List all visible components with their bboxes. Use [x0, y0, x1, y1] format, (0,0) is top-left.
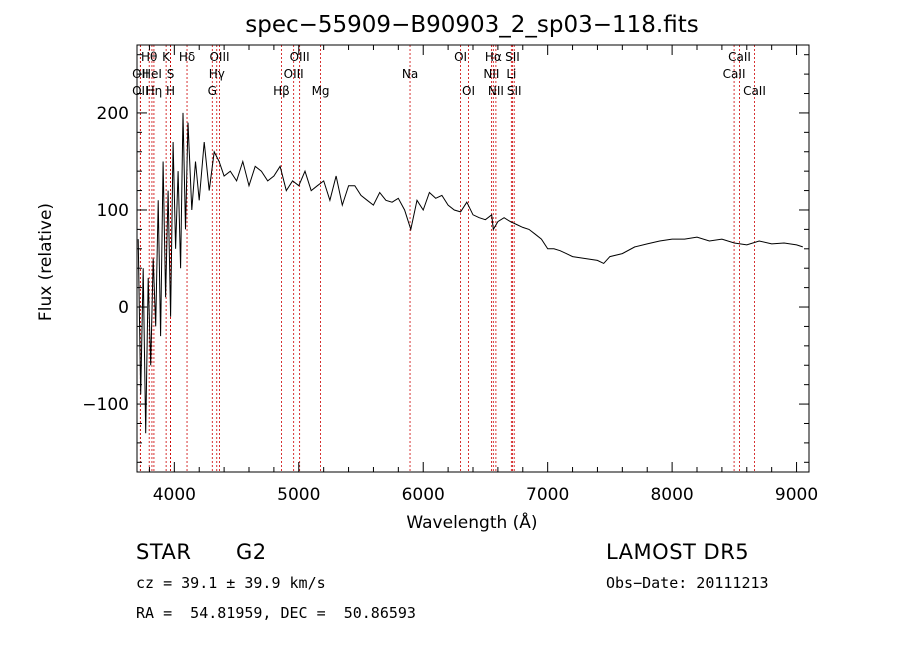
line-label: G	[208, 84, 217, 98]
obs-date: Obs−Date: 20111213	[606, 574, 769, 592]
line-label: Hδ	[179, 50, 195, 64]
sky-coordinates: RA = 54.81959, DEC = 50.86593	[136, 604, 416, 622]
y-axis: −100 0 100 200	[82, 54, 809, 463]
chart-title: spec−55909−B90903_2_sp03−118.fits	[245, 12, 699, 38]
line-label: NII	[483, 67, 499, 81]
y-tick-label: 200	[97, 104, 129, 124]
line-label: OI	[462, 84, 475, 98]
x-axis-label: Wavelength (Å)	[406, 511, 537, 533]
line-label: Mg	[312, 84, 330, 98]
x-tick-label: 6000	[402, 485, 445, 505]
y-tick-label: 0	[118, 298, 129, 318]
spectral-line-markers	[139, 45, 755, 472]
line-label: CaII	[723, 67, 746, 81]
line-label: Hη	[146, 84, 163, 98]
line-label: OIII	[284, 67, 304, 81]
x-tick-label: 7000	[526, 485, 569, 505]
x-tick-label: 8000	[650, 485, 693, 505]
line-label: HeI	[142, 67, 162, 81]
line-label: Na	[402, 67, 418, 81]
line-label: SII	[505, 50, 520, 64]
line-label: Hθ	[141, 50, 157, 64]
x-tick-label: 4000	[153, 485, 196, 505]
x-tick-label: 9000	[775, 485, 818, 505]
redshift-readout: cz = 39.1 ± 39.9 km/s	[136, 574, 326, 592]
line-label: Hγ	[209, 67, 225, 81]
line-label: OIII	[209, 50, 229, 64]
object-subclass: G2	[236, 540, 267, 564]
line-label: K	[162, 50, 171, 64]
line-label: S	[167, 67, 175, 81]
object-class: STAR	[136, 540, 192, 564]
line-label: H	[166, 84, 175, 98]
x-tick-label: 5000	[277, 485, 320, 505]
line-label: CaII	[728, 50, 751, 64]
line-label: NII	[488, 84, 504, 98]
y-tick-label: 100	[97, 201, 129, 221]
plot-frame	[136, 44, 810, 473]
line-label: CaII	[743, 84, 766, 98]
line-label: Hα	[485, 50, 502, 64]
x-axis: 4000 5000 6000 7000 8000 9000	[148, 45, 818, 505]
y-tick-label: −100	[82, 395, 129, 415]
line-label: Hβ	[273, 84, 290, 98]
line-label: Li	[506, 67, 516, 81]
spectrum-series	[137, 112, 803, 434]
survey-name: LAMOST DR5	[606, 540, 750, 564]
line-label: OII	[132, 84, 149, 98]
line-label: OI	[454, 50, 467, 64]
y-axis-label: Flux (relative)	[36, 203, 56, 321]
line-label: SII	[507, 84, 522, 98]
line-label: OIII	[290, 50, 310, 64]
